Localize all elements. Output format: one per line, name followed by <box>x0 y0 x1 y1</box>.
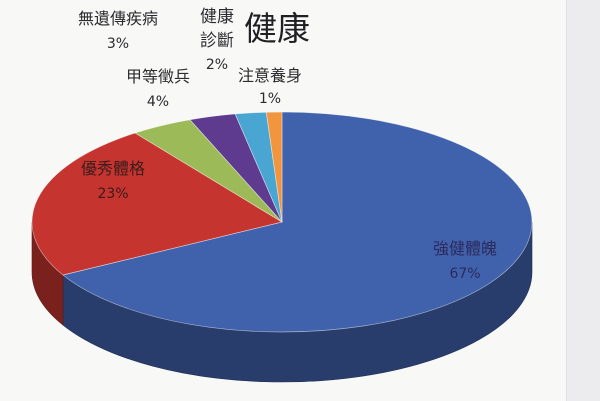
slice-label-health-checkup: 健康診斷 2% <box>197 5 237 77</box>
pie-slice-0 <box>62 111 533 333</box>
chart-title: 健康 <box>244 9 310 48</box>
slice-label-grade-a-conscript: 甲等徵兵 4% <box>108 64 208 114</box>
slice-label-no-hereditary-disease: 無遺傳疾病 3% <box>58 6 178 56</box>
slice-value-health-checkup: 2% <box>205 57 229 73</box>
slice-value-grade-a-conscript: 4% <box>146 94 170 110</box>
slice-name-mind-wellness: 注意養身 <box>237 66 302 85</box>
page-edge <box>566 0 600 401</box>
slice-name-excellent-physique: 優秀體格 <box>80 159 145 178</box>
slice-value-excellent-physique: 23% <box>97 186 129 202</box>
slice-name-no-hereditary-disease: 無遺傳疾病 <box>77 9 158 28</box>
slice-value-mind-wellness: 1% <box>258 91 282 107</box>
pie-top-faces <box>31 111 533 333</box>
pie-slice-1 <box>31 132 283 276</box>
slice-value-strong-body: 67% <box>449 266 481 282</box>
slice-name-health-checkup: 健康診斷 <box>200 7 234 51</box>
slice-label-mind-wellness: 注意養身 1% <box>220 63 320 109</box>
pie-slice-5 <box>265 111 283 223</box>
slice-value-no-hereditary-disease: 3% <box>106 36 130 52</box>
slice-name-strong-body: 強健體魄 <box>432 239 497 258</box>
slice-label-excellent-physique: 優秀體格 23% <box>53 156 173 206</box>
slice-name-grade-a-conscript: 甲等徵兵 <box>125 67 190 86</box>
slice-label-strong-body: 強健體魄 67% <box>405 236 525 286</box>
